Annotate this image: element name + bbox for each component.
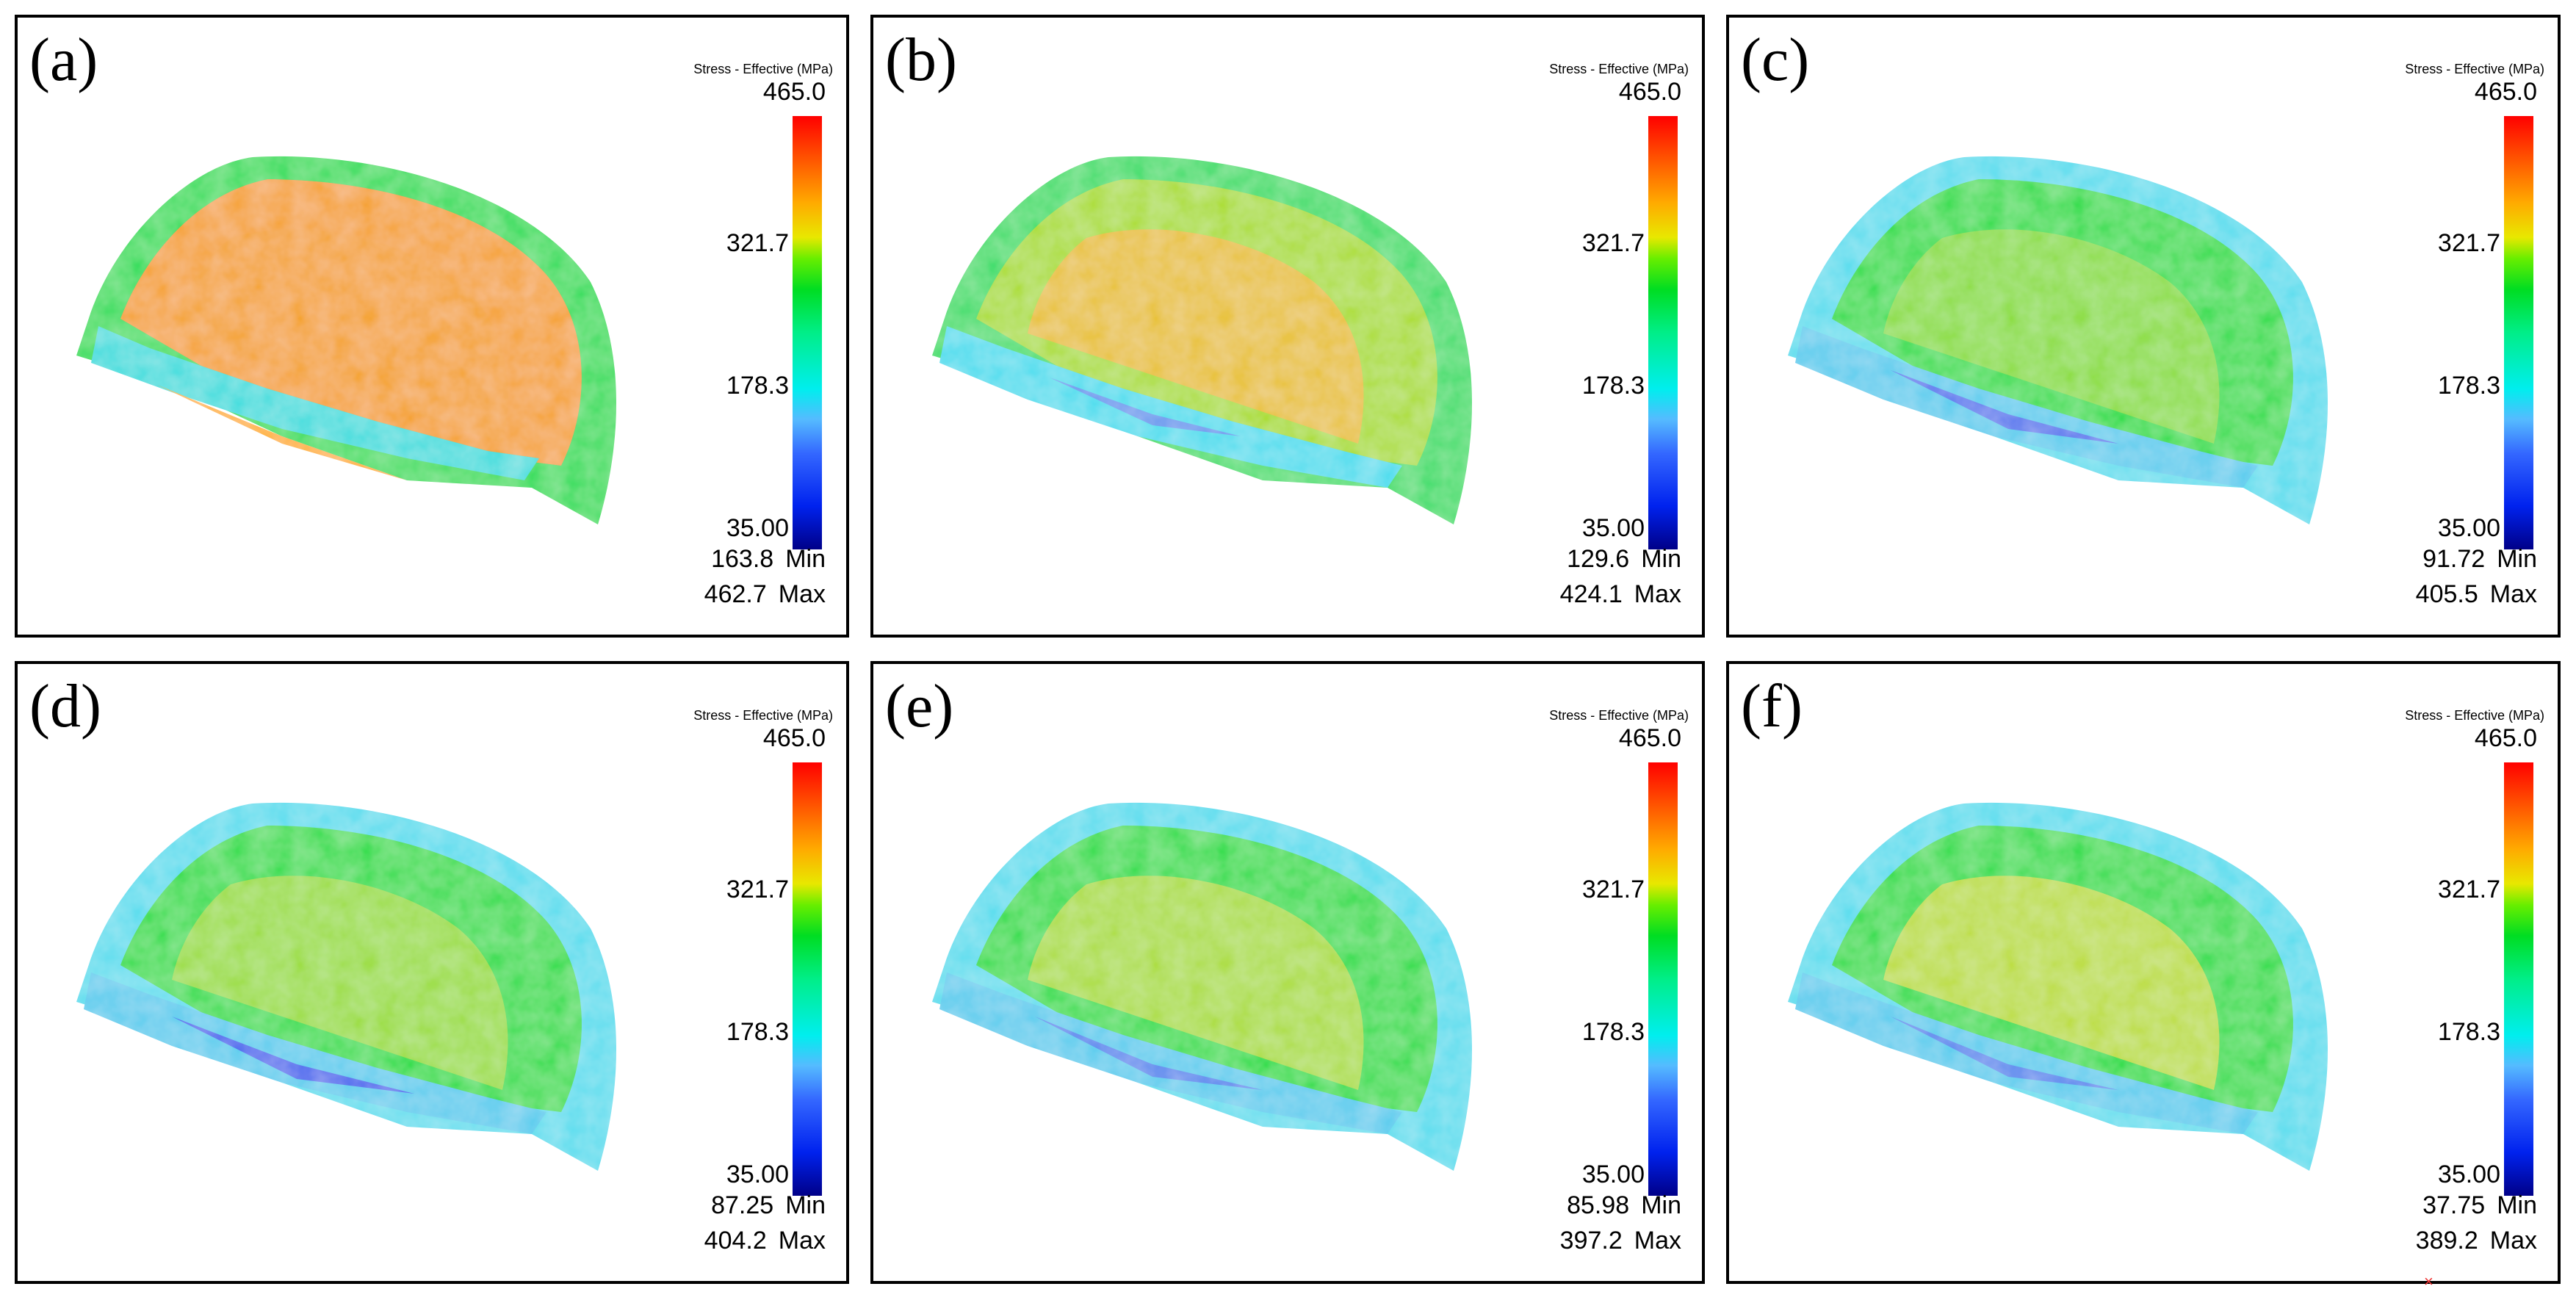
max-label: Max <box>778 580 826 608</box>
min-label: Min <box>785 1191 826 1219</box>
max-readout: 397.2 Max <box>1560 1227 1681 1255</box>
legend-title: Stress - Effective (MPa) <box>693 708 833 723</box>
stress-contour-shape <box>932 802 1472 1171</box>
max-label: Max <box>778 1227 826 1255</box>
legend-max-value: 465.0 <box>2474 724 2537 752</box>
panel-e: (e) Stress - Effective (MPa) 465.0 321.7… <box>870 661 1705 1284</box>
legend-tick-min: 35.00 <box>1581 514 1645 542</box>
max-label: Max <box>1634 1227 1681 1255</box>
stress-legend: Stress - Effective (MPa) 465.0 321.7 178… <box>2346 686 2558 1259</box>
legend-title: Stress - Effective (MPa) <box>2405 708 2544 723</box>
legend-color-bar <box>2504 116 2533 549</box>
legend-tick-upper: 321.7 <box>726 876 789 903</box>
legend-title: Stress - Effective (MPa) <box>693 62 833 76</box>
min-value: 129.6 <box>1567 545 1630 573</box>
min-value: 37.75 <box>2422 1191 2486 1219</box>
max-value: 389.2 <box>2415 1227 2478 1255</box>
legend-tick-upper: 321.7 <box>1581 876 1645 903</box>
stress-legend: Stress - Effective (MPa) 465.0 321.7 178… <box>635 686 846 1259</box>
min-value: 85.98 <box>1567 1191 1630 1219</box>
legend-tick-upper: 321.7 <box>726 229 789 257</box>
legend-tick-min: 35.00 <box>1581 1161 1645 1188</box>
min-label: Min <box>1641 1191 1681 1219</box>
stress-contour-shape <box>76 802 616 1171</box>
max-label: Max <box>1634 580 1681 608</box>
legend-color-bar <box>1648 116 1678 549</box>
min-label: Min <box>2497 545 2537 573</box>
max-label: Max <box>2489 1227 2537 1255</box>
max-value: 405.5 <box>2415 580 2478 608</box>
min-label: Min <box>2497 1191 2537 1219</box>
legend-tick-mid: 178.3 <box>2437 1018 2500 1046</box>
legend-tick-mid: 178.3 <box>1581 1018 1645 1046</box>
stress-contour-shape <box>1788 156 2328 524</box>
legend-tick-upper: 321.7 <box>1581 229 1645 257</box>
stress-legend: Stress - Effective (MPa) 465.0 321.7 178… <box>2346 40 2558 613</box>
panel-c: (c) Stress - Effective (MPa) 465.0 321.7… <box>1726 15 2561 638</box>
legend-tick-min: 35.00 <box>2437 1161 2500 1188</box>
stress-contour-shape <box>1788 802 2328 1171</box>
stress-contour-shape <box>76 156 616 524</box>
panel-f: (f) Stress - Effective (MPa) 465.0 321.7… <box>1726 661 2561 1284</box>
panel-letter: (a) <box>29 26 98 94</box>
min-value: 163.8 <box>711 545 774 573</box>
panel-letter: (c) <box>1741 26 1810 94</box>
max-readout: 389.2 Max <box>2416 1227 2537 1255</box>
legend-tick-mid: 178.3 <box>2437 372 2500 400</box>
min-readout: 37.75 Min <box>2422 1191 2537 1220</box>
max-label: Max <box>2489 580 2537 608</box>
min-label: Min <box>785 545 826 573</box>
legend-max-value: 465.0 <box>2474 78 2537 106</box>
max-value: 404.2 <box>704 1227 767 1255</box>
legend-color-bar <box>793 762 822 1196</box>
max-value: 397.2 <box>1559 1227 1623 1255</box>
legend-max-value: 465.0 <box>762 724 826 752</box>
panel-b: (b) Stress - Effective (MPa) 465.0 321.7… <box>870 15 1705 638</box>
legend-max-value: 465.0 <box>1618 724 1681 752</box>
legend-tick-mid: 178.3 <box>726 372 789 400</box>
legend-tick-min: 35.00 <box>726 514 789 542</box>
panel-letter: (b) <box>885 26 957 94</box>
min-value: 91.72 <box>2422 545 2486 573</box>
legend-tick-upper: 321.7 <box>2437 229 2500 257</box>
max-readout: 462.7 Max <box>704 580 826 609</box>
legend-title: Stress - Effective (MPa) <box>1549 62 1689 76</box>
panel-letter: (d) <box>29 672 101 740</box>
panel-a: (a) Stress - Effective (MPa) 465.0 321.7… <box>15 15 849 638</box>
max-value: 424.1 <box>1559 580 1623 608</box>
legend-tick-upper: 321.7 <box>2437 876 2500 903</box>
min-value: 87.25 <box>711 1191 774 1219</box>
max-value: 462.7 <box>704 580 767 608</box>
panel-letter: (e) <box>885 672 954 740</box>
legend-color-bar <box>1648 762 1678 1196</box>
legend-tick-mid: 178.3 <box>726 1018 789 1046</box>
legend-color-bar <box>2504 762 2533 1196</box>
stress-legend: Stress - Effective (MPa) 465.0 321.7 178… <box>635 40 846 613</box>
min-readout: 85.98 Min <box>1567 1191 1681 1220</box>
legend-tick-min: 35.00 <box>726 1161 789 1188</box>
legend-color-bar <box>793 116 822 549</box>
legend-tick-min: 35.00 <box>2437 514 2500 542</box>
stray-marker-icon: × <box>2424 1272 2434 1291</box>
min-readout: 91.72 Min <box>2422 545 2537 574</box>
min-readout: 129.6 Min <box>1567 545 1681 574</box>
legend-max-value: 465.0 <box>1618 78 1681 106</box>
min-readout: 87.25 Min <box>711 1191 826 1220</box>
stress-legend: Stress - Effective (MPa) 465.0 321.7 178… <box>1490 686 1702 1259</box>
min-label: Min <box>1641 545 1681 573</box>
stress-contour-shape <box>932 156 1472 524</box>
min-readout: 163.8 Min <box>711 545 826 574</box>
max-readout: 424.1 Max <box>1560 580 1681 609</box>
legend-title: Stress - Effective (MPa) <box>1549 708 1689 723</box>
legend-title: Stress - Effective (MPa) <box>2405 62 2544 76</box>
panel-letter: (f) <box>1741 672 1803 740</box>
max-readout: 405.5 Max <box>2416 580 2537 609</box>
legend-max-value: 465.0 <box>762 78 826 106</box>
legend-tick-mid: 178.3 <box>1581 372 1645 400</box>
panel-d: (d) Stress - Effective (MPa) 465.0 321.7… <box>15 661 849 1284</box>
stress-legend: Stress - Effective (MPa) 465.0 321.7 178… <box>1490 40 1702 613</box>
max-readout: 404.2 Max <box>704 1227 826 1255</box>
